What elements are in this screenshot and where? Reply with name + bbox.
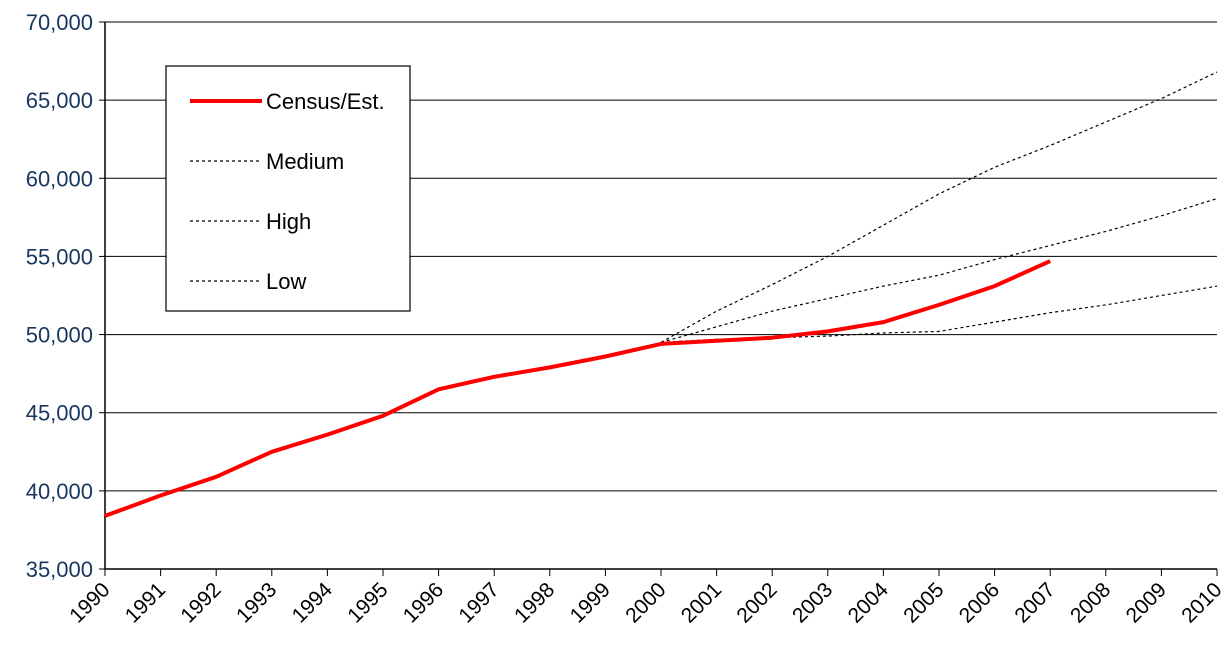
x-tick-label: 2007 bbox=[1010, 578, 1059, 627]
y-tick-label: 45,000 bbox=[26, 401, 93, 426]
x-tick-label: 1995 bbox=[343, 578, 392, 627]
x-tick-label: 1991 bbox=[121, 578, 170, 627]
legend-label-high: High bbox=[266, 209, 311, 234]
legend-item-high: High bbox=[190, 209, 311, 234]
series-line-low bbox=[660, 285, 1218, 343]
legend: Census/Est. Medium High Low bbox=[165, 65, 411, 312]
y-tick-label: 65,000 bbox=[26, 88, 93, 113]
x-tick-label: 2008 bbox=[1066, 578, 1115, 627]
y-tick-label: 70,000 bbox=[26, 10, 93, 35]
x-tick-label: 1999 bbox=[566, 578, 615, 627]
x-tick-label: 1996 bbox=[399, 578, 448, 627]
x-tick-label: 2009 bbox=[1122, 578, 1171, 627]
legend-label-medium: Medium bbox=[266, 149, 344, 174]
series-lines bbox=[104, 71, 1218, 518]
series-line-census-est bbox=[104, 259, 1052, 518]
legend-item-low: Low bbox=[190, 269, 306, 294]
legend-box bbox=[165, 65, 411, 312]
x-tick-label: 2002 bbox=[732, 578, 781, 627]
x-tick-label: 2004 bbox=[844, 578, 894, 628]
x-tick-label: 2000 bbox=[621, 578, 670, 627]
x-tick-label: 2006 bbox=[955, 578, 1004, 627]
series-line-high bbox=[660, 71, 1218, 343]
legend-label-low: Low bbox=[266, 269, 306, 294]
x-tick-label: 1992 bbox=[176, 578, 225, 627]
x-tick-label: 1997 bbox=[454, 578, 503, 627]
y-tick-label: 35,000 bbox=[26, 557, 93, 582]
legend-item-medium: Medium bbox=[190, 149, 344, 174]
x-axis-ticks: 1990 1991 1992 1993 1994 1995 1996 1997 1998 1999… bbox=[65, 569, 1225, 628]
legend-label-census: Census/Est. bbox=[266, 89, 385, 114]
x-tick-label: 1990 bbox=[65, 578, 114, 627]
x-tick-label: 2001 bbox=[677, 578, 726, 627]
y-axis-ticks: 35,000 40,000 45,000 50,000 55,000 60,000 65,0… bbox=[26, 10, 105, 582]
x-tick-label: 1993 bbox=[232, 578, 281, 627]
series-line-medium bbox=[660, 198, 1218, 343]
legend-item-census: Census/Est. bbox=[190, 89, 385, 114]
x-tick-label: 2010 bbox=[1177, 578, 1225, 627]
x-tick-label: 2003 bbox=[788, 578, 837, 627]
x-tick-label: 1998 bbox=[510, 578, 559, 627]
y-tick-label: 40,000 bbox=[26, 479, 93, 504]
y-tick-label: 60,000 bbox=[26, 166, 93, 191]
x-tick-label: 2005 bbox=[899, 578, 948, 627]
y-tick-label: 55,000 bbox=[26, 244, 93, 269]
y-tick-label: 50,000 bbox=[26, 323, 93, 348]
x-tick-label: 1994 bbox=[288, 578, 338, 628]
